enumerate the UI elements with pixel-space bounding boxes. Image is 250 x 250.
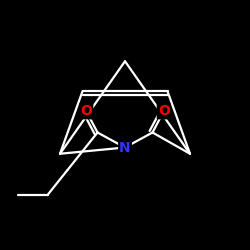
Text: O: O <box>158 104 170 118</box>
Text: O: O <box>80 104 92 118</box>
Text: N: N <box>119 140 131 154</box>
